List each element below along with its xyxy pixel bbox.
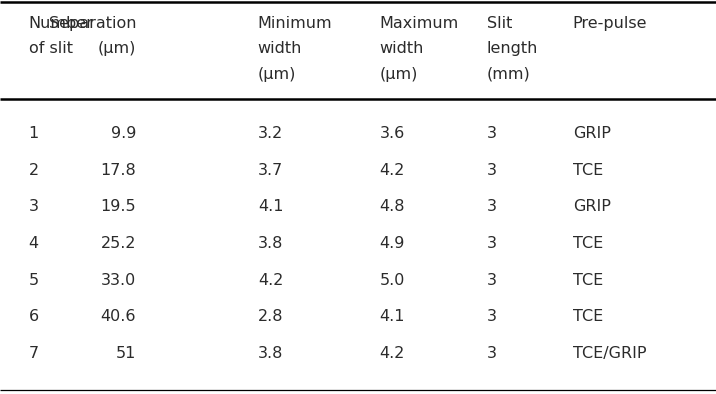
Text: 6: 6	[29, 309, 39, 324]
Text: 4.9: 4.9	[379, 236, 405, 251]
Text: 3.6: 3.6	[379, 126, 405, 141]
Text: 4.2: 4.2	[379, 163, 405, 178]
Text: 3: 3	[487, 126, 497, 141]
Text: 3: 3	[487, 309, 497, 324]
Text: 17.8: 17.8	[100, 163, 136, 178]
Text: 4: 4	[29, 236, 39, 251]
Text: 1: 1	[29, 126, 39, 141]
Text: Slit: Slit	[487, 16, 512, 31]
Text: TCE: TCE	[573, 309, 603, 324]
Text: 3.8: 3.8	[258, 346, 283, 361]
Text: (μm): (μm)	[97, 41, 136, 56]
Text: TCE: TCE	[573, 236, 603, 251]
Text: Minimum: Minimum	[258, 16, 332, 31]
Text: TCE/GRIP: TCE/GRIP	[573, 346, 647, 361]
Text: Number: Number	[29, 16, 94, 31]
Text: GRIP: GRIP	[573, 126, 611, 141]
Text: 4.2: 4.2	[258, 273, 283, 288]
Text: Separation: Separation	[49, 16, 136, 31]
Text: 3: 3	[487, 273, 497, 288]
Text: 3.2: 3.2	[258, 126, 283, 141]
Text: (μm): (μm)	[379, 67, 418, 82]
Text: 4.1: 4.1	[379, 309, 405, 324]
Text: 9.9: 9.9	[111, 126, 136, 141]
Text: 5.0: 5.0	[379, 273, 405, 288]
Text: (mm): (mm)	[487, 67, 531, 82]
Text: Pre-pulse: Pre-pulse	[573, 16, 647, 31]
Text: 2.8: 2.8	[258, 309, 284, 324]
Text: of slit: of slit	[29, 41, 72, 56]
Text: 3: 3	[487, 199, 497, 214]
Text: 2: 2	[29, 163, 39, 178]
Text: 4.1: 4.1	[258, 199, 284, 214]
Text: TCE: TCE	[573, 273, 603, 288]
Text: 3: 3	[487, 346, 497, 361]
Text: 51: 51	[116, 346, 136, 361]
Text: 5: 5	[29, 273, 39, 288]
Text: 4.2: 4.2	[379, 346, 405, 361]
Text: 40.6: 40.6	[100, 309, 136, 324]
Text: 4.8: 4.8	[379, 199, 405, 214]
Text: 25.2: 25.2	[100, 236, 136, 251]
Text: 19.5: 19.5	[100, 199, 136, 214]
Text: length: length	[487, 41, 538, 56]
Text: 33.0: 33.0	[101, 273, 136, 288]
Text: 3: 3	[487, 236, 497, 251]
Text: 7: 7	[29, 346, 39, 361]
Text: 3: 3	[29, 199, 39, 214]
Text: 3.7: 3.7	[258, 163, 283, 178]
Text: width: width	[258, 41, 302, 56]
Text: width: width	[379, 41, 424, 56]
Text: 3: 3	[487, 163, 497, 178]
Text: 3.8: 3.8	[258, 236, 283, 251]
Text: (μm): (μm)	[258, 67, 296, 82]
Text: GRIP: GRIP	[573, 199, 611, 214]
Text: Maximum: Maximum	[379, 16, 459, 31]
Text: TCE: TCE	[573, 163, 603, 178]
